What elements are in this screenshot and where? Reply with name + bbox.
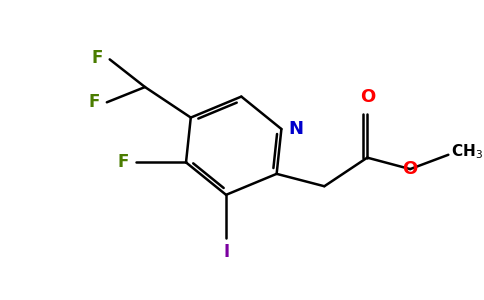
Text: O: O — [403, 160, 418, 178]
Text: F: F — [89, 93, 100, 111]
Text: F: F — [118, 153, 129, 171]
Text: F: F — [91, 50, 103, 68]
Text: CH$_3$: CH$_3$ — [451, 142, 483, 161]
Text: O: O — [360, 88, 375, 106]
Text: I: I — [223, 244, 229, 262]
Text: N: N — [288, 120, 303, 138]
